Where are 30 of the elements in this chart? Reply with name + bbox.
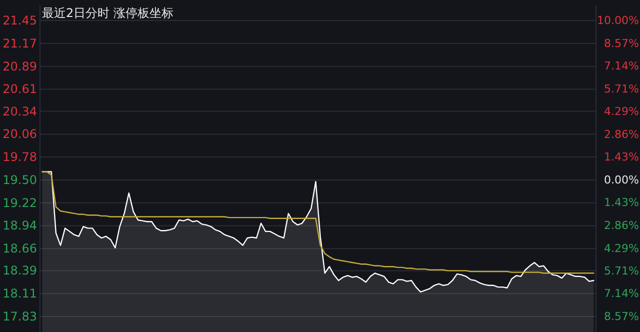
y-tick-label: 19.22 [2, 196, 37, 210]
y-tick-label: 20.34 [2, 104, 37, 118]
y2-tick-label: 8.57% [604, 36, 639, 50]
y2-tick-label: 2.86% [604, 128, 639, 141]
y-tick-label: 19.78 [2, 150, 37, 164]
y2-tick-label: 5.71% [604, 264, 639, 278]
y2-tick-label: 7.14% [604, 60, 639, 73]
y-tick-label: 21.17 [2, 36, 37, 50]
y-tick-label: 19.50 [2, 172, 37, 187]
y-tick-label: 18.94 [2, 218, 37, 233]
y2-tick-label: 2.86% [604, 219, 639, 232]
y2-tick-label: 10.00% [597, 14, 639, 27]
y-tick-label: 18.39 [2, 264, 37, 278]
y2-tick-label: 8.57% [604, 310, 639, 324]
y-tick-label: 20.06 [2, 127, 37, 142]
y2-tick-label: 0.00% [604, 173, 639, 186]
y2-tick-label: 4.29% [604, 242, 639, 255]
y-tick-label: 18.66 [2, 242, 37, 256]
line-series [42, 171, 594, 274]
y2-tick-label: 4.29% [604, 105, 639, 118]
y2-tick-label: 1.43% [604, 196, 639, 210]
y-tick-label: 20.61 [2, 82, 37, 96]
y-tick-label: 20.89 [2, 59, 37, 74]
y2-tick-label: 1.43% [604, 150, 639, 164]
y-tick-label: 17.83 [2, 309, 37, 324]
y2-tick-label: 5.71% [604, 82, 639, 96]
chart-title: 最近2日分时 涨停板坐标 [42, 6, 174, 20]
y2-tick-label: 7.14% [604, 287, 639, 300]
y-tick-label: 21.45 [2, 14, 37, 28]
y-tick-label: 18.11 [2, 286, 37, 301]
